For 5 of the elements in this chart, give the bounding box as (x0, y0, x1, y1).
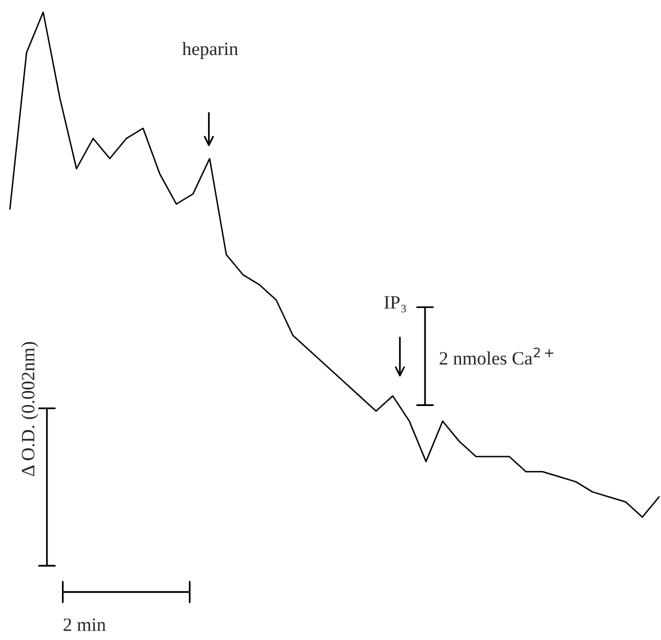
annotation: heparin (182, 42, 238, 60)
annotation: IP₃ (384, 296, 406, 312)
annotation: 2 nmoles Ca$^{2+}$ (440, 348, 554, 365)
annotation: Δ O.D. (0.002nm) (21, 342, 38, 476)
text: 2 min (64, 618, 106, 631)
